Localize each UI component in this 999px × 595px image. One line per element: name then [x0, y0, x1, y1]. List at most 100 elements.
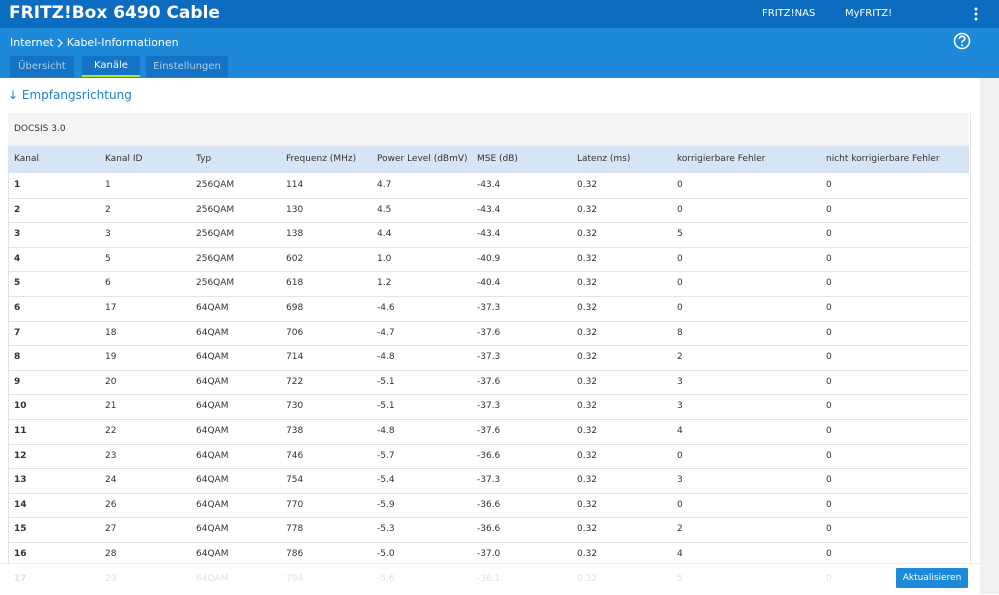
table-cell: 64QAM	[196, 524, 229, 535]
table-cell: 0	[677, 499, 683, 510]
table-cell: 64QAM	[196, 499, 229, 510]
scrollbar[interactable]	[980, 78, 999, 594]
column-header: Typ	[196, 154, 212, 164]
table-cell: 256QAM	[196, 253, 235, 264]
table-cell: 0.32	[577, 426, 598, 436]
row-divider	[8, 320, 969, 322]
table-cell: 0	[826, 352, 832, 363]
table-cell: -4.8	[377, 352, 395, 363]
table-cell: 722	[286, 376, 304, 387]
table-cell: 0.32	[577, 450, 598, 461]
table-cell: -43.4	[477, 180, 501, 190]
table-cell: 0	[826, 180, 832, 190]
table-cell: 754	[286, 475, 304, 486]
nav-link[interactable]: MyFRITZ!	[845, 8, 893, 19]
table-cell: 0	[677, 450, 683, 461]
table-cell: 2	[14, 204, 21, 215]
table-cell: 0.32	[577, 180, 598, 190]
table-cell: 4.7	[377, 180, 392, 190]
table-cell: 24	[105, 475, 117, 486]
tab[interactable]: Übersicht	[10, 56, 74, 77]
table-cell: 3	[14, 229, 21, 240]
table-cell: 1.0	[377, 253, 392, 264]
table-cell: 64QAM	[196, 450, 229, 461]
table-cell: 618	[286, 278, 304, 289]
table-cell: 14	[14, 499, 27, 510]
table-cell: 12	[14, 450, 27, 461]
table-cell: 0	[826, 426, 832, 436]
tab[interactable]: Kanäle	[82, 56, 140, 77]
table-cell: 0	[826, 278, 832, 289]
table-cell: 4	[14, 253, 21, 264]
table-cell: 0.32	[577, 401, 598, 412]
table-cell: 6	[105, 278, 111, 289]
table-cell: -37.0	[477, 549, 501, 559]
table-cell: 0	[677, 180, 683, 190]
nav-link[interactable]: FRITZ!NAS	[762, 8, 816, 19]
table-cell: -4.7	[377, 327, 395, 338]
tab[interactable]: Einstellungen	[146, 56, 228, 77]
table-cell: -37.6	[477, 327, 501, 338]
row-divider	[8, 443, 969, 445]
chevron	[57, 38, 63, 47]
table-cell: 138	[286, 229, 304, 240]
table-cell: 23	[105, 450, 117, 461]
table-cell: -5.4	[377, 475, 395, 486]
refresh-button[interactable]: Aktualisieren	[896, 568, 968, 588]
table-cell: 714	[286, 352, 304, 363]
table-cell: 1.2	[377, 278, 392, 289]
table-cell: -37.6	[477, 426, 501, 436]
table-cell: 4	[677, 549, 683, 559]
table-cell: -43.4	[477, 229, 501, 240]
help-icon[interactable]	[953, 32, 971, 50]
table-cell: -37.3	[477, 475, 501, 486]
table-cell: 0	[826, 253, 832, 264]
table-cell: 17	[105, 303, 117, 313]
row-divider	[8, 419, 969, 420]
column-header: Frequenz (MHz)	[286, 154, 357, 164]
row-divider	[8, 345, 969, 347]
row-divider	[8, 296, 969, 297]
table-cell: 0	[826, 229, 832, 240]
table-cell: 0	[826, 524, 832, 535]
table-cell: -5.1	[377, 376, 395, 387]
table-cell: 64QAM	[196, 303, 229, 313]
table-cell: 27	[105, 524, 117, 535]
table-cell: 770	[286, 499, 304, 510]
table-cell: -36.6	[477, 450, 501, 461]
table-cell: 0.32	[577, 204, 598, 215]
table-cell: 1	[14, 180, 21, 190]
row-divider	[8, 369, 969, 371]
column-header: Kanal	[14, 154, 39, 164]
table-cell: 0	[826, 327, 832, 338]
table-cell: 0.32	[577, 229, 598, 240]
row-divider	[8, 542, 969, 543]
row-divider	[8, 197, 969, 199]
table-cell: 0	[677, 204, 683, 215]
table-cell: -36.6	[477, 524, 501, 535]
row-divider	[8, 394, 969, 396]
table-cell: 3	[677, 376, 683, 387]
table-cell: -4.6	[377, 303, 395, 313]
table-cell: -37.6	[477, 376, 501, 387]
table-cell: 0.32	[577, 352, 598, 363]
table-cell: -37.3	[477, 352, 501, 363]
menu-icon[interactable]	[972, 7, 980, 21]
table-cell: 256QAM	[196, 180, 235, 190]
table-cell: 64QAM	[196, 549, 229, 559]
table-cell: 11	[14, 426, 27, 436]
table-cell: 16	[14, 549, 27, 559]
table-cell: 698	[286, 303, 304, 313]
table-cell: 746	[286, 450, 304, 461]
table-cell: -5.9	[377, 499, 395, 510]
table-cell: -5.3	[377, 524, 395, 535]
column-header: nicht korrigierbare Fehler	[826, 154, 940, 164]
table-cell: 5	[677, 229, 683, 240]
section-heading[interactable]: ↓ Empfangsrichtung	[8, 88, 132, 102]
breadcrumb-item[interactable]: Internet	[10, 36, 54, 49]
table-cell: 0	[826, 204, 832, 215]
table-caption: DOCSIS 3.0	[14, 124, 66, 134]
table-cell: 0	[826, 475, 832, 486]
table-cell: 5	[14, 278, 21, 289]
table-cell: 0	[677, 253, 683, 264]
